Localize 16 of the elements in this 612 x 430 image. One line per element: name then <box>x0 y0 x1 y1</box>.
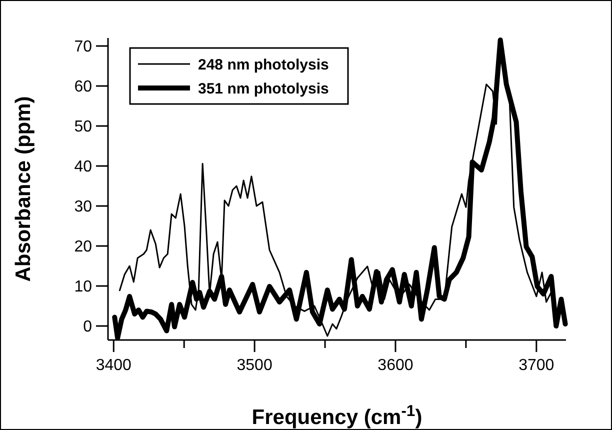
y-axis-title: Absorbance (ppm) <box>12 96 35 282</box>
x-tick-label: 3700 <box>518 357 554 374</box>
y-tick-label: 60 <box>74 78 92 96</box>
x-tick-label: 3400 <box>96 357 132 374</box>
y-tick-label: 40 <box>74 158 92 176</box>
y-tick-label: 50 <box>74 118 92 136</box>
legend-label: 351 nm photolysis <box>198 80 329 98</box>
y-tick-label: 10 <box>74 278 92 296</box>
y-tick-label: 20 <box>74 238 92 256</box>
x-tick-label: 3500 <box>236 357 272 374</box>
y-tick-label: 70 <box>74 38 92 56</box>
legend-label: 248 nm photolysis <box>198 56 329 74</box>
x-axis-title: Frequency (cm$^{-1}$) <box>252 402 422 429</box>
x-tick-label: 3600 <box>378 357 414 374</box>
y-tick-label: 30 <box>74 198 92 216</box>
y-tick-label: 0 <box>83 318 92 336</box>
